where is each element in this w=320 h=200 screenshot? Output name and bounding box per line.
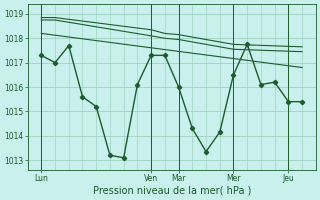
X-axis label: Pression niveau de la mer( hPa ): Pression niveau de la mer( hPa )	[92, 186, 251, 196]
